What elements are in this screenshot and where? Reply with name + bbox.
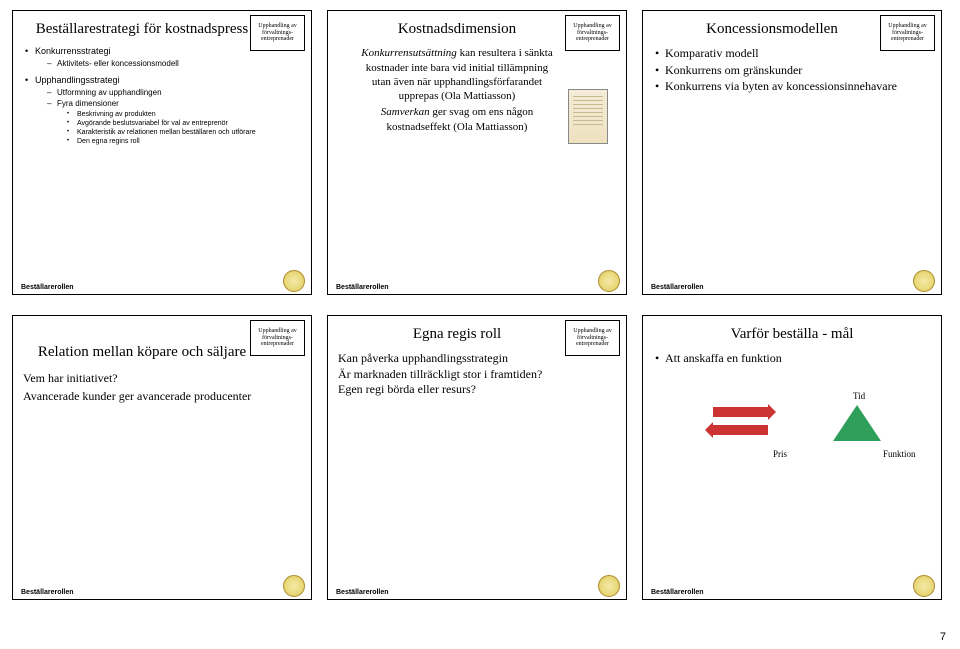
arrow-red-icon <box>713 407 768 417</box>
diagram: Tid Pris Funktion <box>653 371 931 481</box>
sub2-bullet: Beskrivning av produkten <box>67 110 301 119</box>
logo-seal-icon <box>283 270 305 292</box>
footer-label: Beställarerollen <box>651 589 704 596</box>
sub-bullet: Aktivitets- eller koncessionsmodell <box>47 59 301 69</box>
bullet-text: Konkurrensstrategi <box>35 46 111 56</box>
logo-seal-icon <box>598 575 620 597</box>
slide-2: Upphandling av förvaltnings-entreprenade… <box>327 10 627 295</box>
slide-title: Beställarestrategi för kostnadspress <box>33 21 251 38</box>
corner-box: Upphandling av förvaltnings-entreprenade… <box>565 320 620 356</box>
slide-3: Upphandling av förvaltnings-entreprenade… <box>642 10 942 295</box>
sub-bullet: Fyra dimensioner Beskrivning av produkte… <box>47 99 301 146</box>
slide-6: Varför beställa - mål Att anskaffa en fu… <box>642 315 942 600</box>
paragraph: Konkurrensutsättning kan resultera i sän… <box>358 46 556 103</box>
footer-label: Beställarerollen <box>336 589 389 596</box>
slide-title: Koncessionsmodellen <box>663 21 881 38</box>
line: Egen regi börda eller resurs? <box>338 382 616 398</box>
corner-box: Upphandling av förvaltnings-entreprenade… <box>565 15 620 51</box>
sub-bullet: Utformning av upphandlingen <box>47 88 301 98</box>
italic-lead: Konkurrensutsättning <box>361 47 457 59</box>
slide-body: Konkurrensutsättning kan resultera i sän… <box>358 46 556 134</box>
logo-seal-icon <box>598 270 620 292</box>
logo-seal-icon <box>283 575 305 597</box>
line: Vem har initiativet? <box>23 371 301 387</box>
slide-title: Kostnadsdimension <box>348 21 566 38</box>
slide-4: Upphandling av förvaltnings-entreprenade… <box>12 315 312 600</box>
paragraph: Samverkan ger svag om ens någon kostnads… <box>358 105 556 134</box>
footer-label: Beställarerollen <box>21 589 74 596</box>
book-thumbnail-icon <box>568 89 608 144</box>
slide-body: Kan påverka upphandlingsstrategin Är mar… <box>338 351 616 398</box>
sub2-bullet: Karakteristik av relationen mellan bestä… <box>67 128 301 137</box>
footer-label: Beställarerollen <box>651 284 704 291</box>
line: Avancerade kunder ger avancerade produce… <box>23 389 301 405</box>
bullet: Konkurrensstrategi Aktivitets- eller kon… <box>25 46 301 69</box>
node-top: Tid <box>853 391 865 401</box>
arrow-red-icon <box>713 425 768 435</box>
slide-body: Att anskaffa en funktion <box>653 351 931 367</box>
slide-title: Relation mellan köpare och säljare <box>33 344 251 361</box>
bullet: Komparativ modell <box>655 46 931 62</box>
corner-box: Upphandling av förvaltnings-entreprenade… <box>250 320 305 356</box>
sub-bullet-text: Fyra dimensioner <box>57 99 119 108</box>
line: Är marknaden tillräckligt stor i framtid… <box>338 367 616 383</box>
footer-label: Beställarerollen <box>21 284 74 291</box>
bullet: Konkurrens via byten av koncessionsinneh… <box>655 79 931 95</box>
slide-1: Upphandling av förvaltnings-entreprenade… <box>12 10 312 295</box>
slide-body: Komparativ modell Konkurrens om gränskun… <box>653 46 931 95</box>
bullet: Konkurrens om gränskunder <box>655 63 931 79</box>
footer-label: Beställarerollen <box>336 284 389 291</box>
bullet: Upphandlingsstrategi Utformning av uppha… <box>25 75 301 146</box>
node-left: Pris <box>773 449 787 459</box>
sub2-bullet: Den egna regins roll <box>67 137 301 146</box>
slide-5: Upphandling av förvaltnings-entreprenade… <box>327 315 627 600</box>
logo-seal-icon <box>913 270 935 292</box>
italic-lead: Samverkan <box>381 106 430 118</box>
bullet-text: Upphandlingsstrategi <box>35 75 120 85</box>
node-right: Funktion <box>883 449 916 459</box>
triangle-icon <box>833 405 881 441</box>
slide-body: Konkurrensstrategi Aktivitets- eller kon… <box>23 46 301 146</box>
bullet: Att anskaffa en funktion <box>655 351 931 367</box>
slide-title: Egna regis roll <box>348 326 566 343</box>
slide-title: Varför beställa - mål <box>663 326 921 343</box>
sub2-bullet: Avgörande beslutsvariabel för val av ent… <box>67 119 301 128</box>
slide-body: Vem har initiativet? Avancerade kunder g… <box>23 371 301 404</box>
page-number: 7 <box>940 631 946 643</box>
logo-seal-icon <box>913 575 935 597</box>
